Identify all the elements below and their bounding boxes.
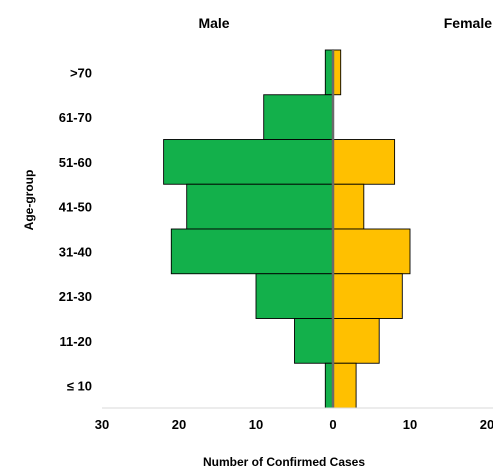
- x-tick-labels: 30 20 10 0 10 20: [95, 417, 493, 432]
- x-tick-label: 30: [95, 417, 109, 432]
- female-bar: [332, 318, 380, 364]
- x-tick-label: 0: [329, 417, 336, 432]
- category-label: 21-30: [59, 289, 92, 304]
- category-label: 61-70: [59, 110, 92, 125]
- category-label: 31-40: [59, 244, 92, 259]
- x-tick-label: 10: [249, 417, 263, 432]
- x-tick-label: 20: [480, 417, 493, 432]
- male-bar: [255, 273, 334, 319]
- category-label: 41-50: [59, 200, 92, 215]
- male-bar: [263, 94, 334, 140]
- male-bar: [186, 183, 334, 230]
- female-series-label: Female: [444, 15, 492, 31]
- female-bar: [332, 273, 403, 319]
- category-label: >70: [70, 65, 92, 80]
- male-bar: [170, 228, 334, 275]
- female-bar: [332, 228, 411, 275]
- male-series-label: Male: [198, 15, 229, 31]
- x-tick-label: 10: [403, 417, 417, 432]
- category-label: 51-60: [59, 155, 92, 170]
- category-label: 11-20: [59, 334, 92, 349]
- female-bar: [332, 362, 357, 409]
- y-axis-title: Age-group: [22, 170, 36, 231]
- female-bar: [332, 183, 365, 230]
- category-labels: >70 61-70 51-60 41-50 31-40 21-30 11-20 ≤ 10: [59, 65, 92, 393]
- x-tick-label: 20: [172, 417, 186, 432]
- male-bar: [294, 318, 334, 364]
- x-axis-title: Number of Confirmed Cases: [203, 455, 365, 469]
- female-bar: [332, 139, 396, 185]
- male-bar: [163, 139, 334, 185]
- category-label: ≤ 10: [67, 379, 92, 394]
